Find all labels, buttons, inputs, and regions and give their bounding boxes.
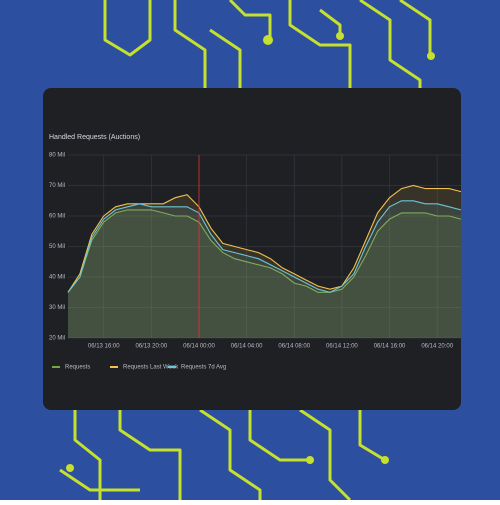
legend-label[interactable]: Requests Last Week bbox=[123, 365, 179, 371]
x-tick-label: 06/14 20:00 bbox=[421, 344, 453, 350]
series-line bbox=[67, 184, 462, 293]
x-tick-label: 06/14 04:00 bbox=[231, 344, 263, 350]
series-line bbox=[67, 200, 462, 293]
series-area bbox=[68, 200, 461, 338]
y-tick-label: 30 Mil bbox=[49, 305, 65, 311]
legend-label[interactable]: Requests bbox=[65, 365, 90, 371]
x-tick-label: 06/14 08:00 bbox=[278, 344, 310, 350]
x-tick-label: 06/14 16:00 bbox=[374, 344, 406, 350]
legend-label[interactable]: Requests 7d Avg bbox=[181, 365, 226, 371]
y-tick-label: 60 Mil bbox=[49, 214, 65, 220]
y-tick-label: 40 Mil bbox=[49, 275, 65, 281]
y-tick-label: 50 Mil bbox=[49, 244, 65, 250]
x-tick-label: 06/13 16:00 bbox=[88, 344, 120, 350]
circuit-decoration bbox=[59, 0, 435, 502]
x-tick-label: 06/14 12:00 bbox=[326, 344, 358, 350]
chart-title: Handled Requests (Auctions) bbox=[49, 134, 140, 141]
x-tick-label: 06/14 00:00 bbox=[183, 344, 215, 350]
y-tick-label: 20 Mil bbox=[49, 336, 65, 342]
y-tick-label: 80 Mil bbox=[49, 153, 65, 159]
series-area bbox=[68, 209, 461, 338]
y-tick-label: 70 Mil bbox=[49, 183, 65, 189]
panel bbox=[43, 88, 461, 410]
x-tick-label: 06/13 20:00 bbox=[136, 344, 168, 350]
series-line bbox=[67, 209, 462, 293]
